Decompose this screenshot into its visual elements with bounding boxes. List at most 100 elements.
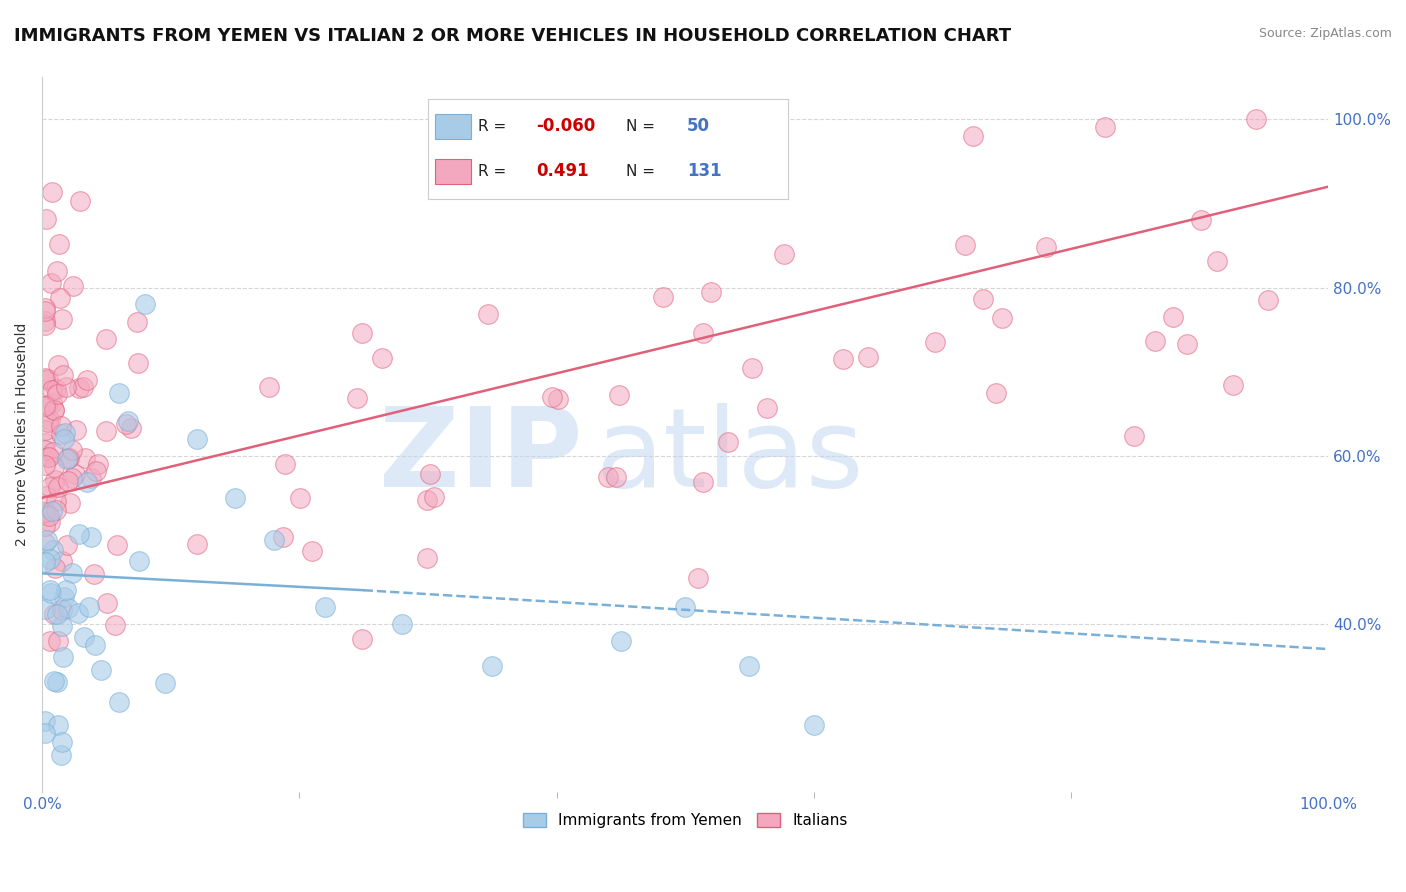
Point — [51, 554, 73, 568]
Point — [34, 555, 56, 569]
Point — [741, 360, 763, 375]
Point — [108, 695, 131, 709]
Point — [84, 464, 107, 478]
Point — [477, 306, 499, 320]
Point — [41, 396, 63, 410]
Point — [1222, 378, 1244, 392]
Point — [34, 536, 56, 550]
Point — [77, 600, 100, 615]
Point — [34, 504, 56, 518]
Point — [42, 445, 65, 459]
Point — [416, 492, 439, 507]
Point — [39, 412, 62, 426]
Point — [87, 457, 110, 471]
Point — [56, 538, 79, 552]
Point — [56, 600, 79, 615]
Point — [52, 432, 75, 446]
Point — [66, 606, 89, 620]
Point — [271, 530, 294, 544]
Point — [120, 421, 142, 435]
Point — [45, 675, 67, 690]
Point — [34, 371, 56, 385]
Point — [1123, 429, 1146, 443]
Point — [42, 542, 65, 557]
Point — [38, 450, 60, 464]
Point — [419, 467, 441, 481]
Point — [62, 279, 84, 293]
Point — [651, 290, 673, 304]
Point — [352, 326, 374, 340]
Point — [80, 530, 103, 544]
Point — [96, 332, 118, 346]
Point — [42, 607, 65, 621]
Point — [72, 380, 94, 394]
Point — [115, 417, 138, 432]
Point — [1144, 334, 1167, 349]
Point — [72, 631, 94, 645]
Point — [34, 373, 56, 387]
Point — [962, 128, 984, 143]
Point — [52, 649, 75, 664]
Point — [259, 379, 281, 393]
Point — [39, 516, 62, 530]
Point — [1244, 112, 1267, 127]
Point — [134, 297, 156, 311]
Point — [423, 490, 446, 504]
Point — [76, 373, 98, 387]
Point — [58, 450, 80, 465]
Point — [49, 748, 72, 763]
Point — [34, 519, 56, 533]
Point — [53, 590, 76, 604]
Point — [596, 470, 619, 484]
Point — [58, 474, 80, 488]
Point — [38, 633, 60, 648]
Point — [51, 735, 73, 749]
Point — [991, 310, 1014, 325]
Point — [263, 533, 285, 547]
Point — [34, 442, 56, 457]
Point — [46, 387, 69, 401]
Text: ZIP: ZIP — [378, 402, 582, 509]
Point — [45, 503, 67, 517]
Point — [45, 494, 67, 508]
Point — [104, 618, 127, 632]
Point — [46, 718, 69, 732]
Point — [346, 391, 368, 405]
Point — [34, 424, 56, 438]
Point — [288, 491, 311, 505]
Point — [52, 368, 75, 383]
Point — [105, 538, 128, 552]
Point — [49, 427, 72, 442]
Point — [35, 212, 58, 227]
Point — [38, 552, 60, 566]
Point — [46, 358, 69, 372]
Legend: Immigrants from Yemen, Italians: Immigrants from Yemen, Italians — [517, 807, 853, 834]
Point — [46, 607, 69, 621]
Point — [186, 432, 208, 446]
Point — [59, 495, 82, 509]
Point — [37, 506, 59, 520]
Point — [51, 312, 73, 326]
Point — [692, 326, 714, 340]
Point — [34, 303, 56, 318]
Point — [1094, 120, 1116, 134]
Point — [49, 292, 72, 306]
Point — [63, 467, 86, 482]
Point — [46, 263, 69, 277]
Point — [924, 334, 946, 349]
Point — [1205, 253, 1227, 268]
Point — [756, 401, 779, 415]
Point — [55, 582, 77, 597]
Point — [108, 385, 131, 400]
Point — [186, 537, 208, 551]
Point — [56, 451, 79, 466]
Point — [34, 602, 56, 616]
Point — [53, 426, 76, 441]
Point — [35, 489, 58, 503]
Point — [39, 586, 62, 600]
Point — [65, 423, 87, 437]
Point — [1257, 293, 1279, 308]
Point — [49, 418, 72, 433]
Point — [44, 561, 66, 575]
Point — [773, 247, 796, 261]
